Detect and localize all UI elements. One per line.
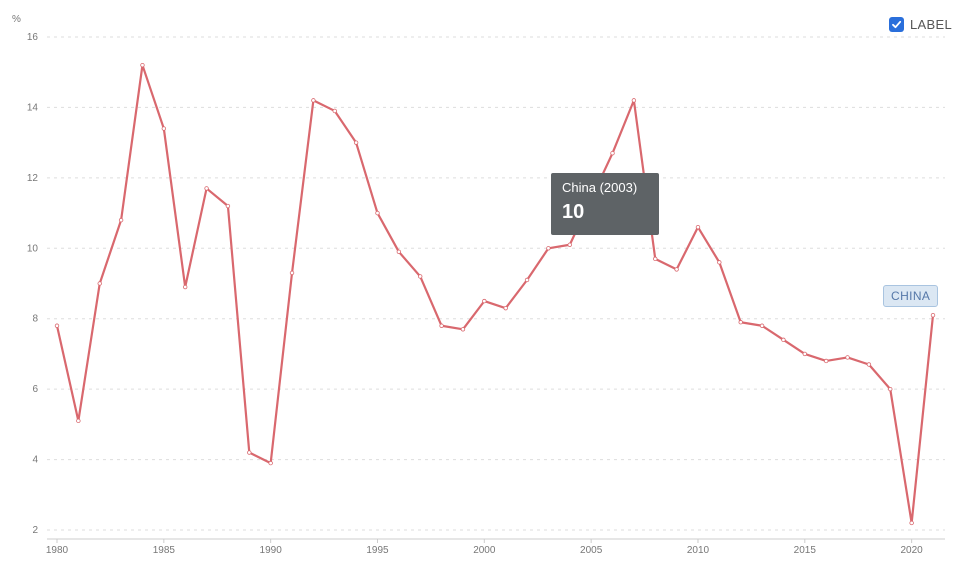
data-point[interactable] bbox=[76, 418, 81, 424]
label-checkbox[interactable] bbox=[889, 17, 905, 32]
data-point[interactable] bbox=[418, 274, 423, 279]
data-point[interactable] bbox=[546, 246, 551, 251]
data-point[interactable] bbox=[118, 217, 124, 223]
y-tick-label: 10 bbox=[27, 243, 39, 254]
y-tick-label: 4 bbox=[32, 455, 38, 466]
data-point[interactable] bbox=[524, 277, 530, 283]
data-point[interactable] bbox=[140, 62, 145, 68]
y-axis-unit-label: % bbox=[12, 14, 21, 25]
data-tooltip: China (2003) 10 bbox=[551, 173, 659, 235]
data-point[interactable] bbox=[781, 337, 786, 343]
x-tick-label: 2015 bbox=[794, 545, 817, 556]
tooltip-title: China (2003) bbox=[562, 180, 638, 195]
data-point[interactable] bbox=[888, 386, 893, 392]
data-point[interactable] bbox=[653, 256, 658, 262]
x-tick-label: 1985 bbox=[153, 545, 176, 556]
data-point[interactable] bbox=[631, 98, 637, 103]
data-point[interactable] bbox=[182, 284, 188, 290]
data-point[interactable] bbox=[759, 323, 765, 328]
y-tick-label: 12 bbox=[27, 173, 39, 184]
data-point[interactable] bbox=[247, 450, 252, 455]
y-tick-label: 14 bbox=[27, 102, 39, 113]
x-tick-label: 2010 bbox=[687, 545, 710, 556]
data-point[interactable] bbox=[97, 281, 102, 286]
y-tick-label: 8 bbox=[32, 314, 38, 325]
x-axis: 1980 1985 1990 1995 2000 2005 2010 2015 2020 bbox=[46, 538, 945, 556]
gridlines bbox=[47, 36, 945, 531]
x-tick-label: 1990 bbox=[260, 545, 283, 556]
data-point[interactable] bbox=[802, 351, 808, 357]
x-tick-label: 2020 bbox=[901, 545, 924, 556]
data-point[interactable] bbox=[482, 298, 487, 304]
x-tick-label: 1995 bbox=[366, 545, 389, 556]
x-tick-label: 1980 bbox=[46, 545, 69, 556]
y-axis: 2 4 6 8 10 12 14 16 bbox=[27, 32, 39, 536]
label-toggle-text: LABEL bbox=[910, 17, 952, 32]
x-tick-label: 2000 bbox=[473, 545, 496, 556]
data-point[interactable] bbox=[823, 358, 829, 364]
data-point[interactable] bbox=[695, 224, 701, 230]
data-point[interactable] bbox=[375, 210, 380, 216]
data-point[interactable] bbox=[311, 98, 316, 103]
data-point[interactable] bbox=[567, 242, 572, 247]
data-point[interactable] bbox=[738, 320, 743, 325]
y-tick-label: 2 bbox=[32, 525, 38, 536]
data-point[interactable] bbox=[332, 108, 337, 114]
data-point[interactable] bbox=[268, 460, 273, 466]
data-point[interactable] bbox=[225, 203, 231, 209]
series-china[interactable] bbox=[54, 62, 936, 526]
data-point[interactable] bbox=[930, 312, 936, 318]
tooltip-value: 10 bbox=[562, 201, 585, 223]
data-point[interactable] bbox=[845, 355, 850, 360]
label-toggle[interactable]: LABEL bbox=[889, 17, 952, 32]
y-tick-label: 16 bbox=[27, 32, 39, 43]
data-point[interactable] bbox=[289, 270, 295, 276]
checkmark-icon bbox=[892, 20, 902, 29]
data-point[interactable] bbox=[674, 267, 679, 272]
series-line[interactable] bbox=[55, 64, 935, 525]
data-point[interactable] bbox=[717, 260, 722, 265]
data-point[interactable] bbox=[204, 186, 209, 191]
data-point[interactable] bbox=[866, 362, 872, 367]
data-point[interactable] bbox=[610, 151, 615, 156]
data-point[interactable] bbox=[396, 249, 402, 255]
x-tick-label: 2005 bbox=[580, 545, 603, 556]
data-point[interactable] bbox=[909, 520, 914, 526]
data-point[interactable] bbox=[439, 323, 444, 328]
data-point[interactable] bbox=[503, 305, 508, 311]
data-point[interactable] bbox=[161, 126, 167, 131]
data-point[interactable] bbox=[353, 140, 359, 145]
series-end-label[interactable]: CHINA bbox=[883, 285, 939, 307]
y-tick-label: 6 bbox=[32, 384, 38, 395]
data-point[interactable] bbox=[460, 327, 466, 332]
data-point[interactable] bbox=[54, 323, 60, 328]
